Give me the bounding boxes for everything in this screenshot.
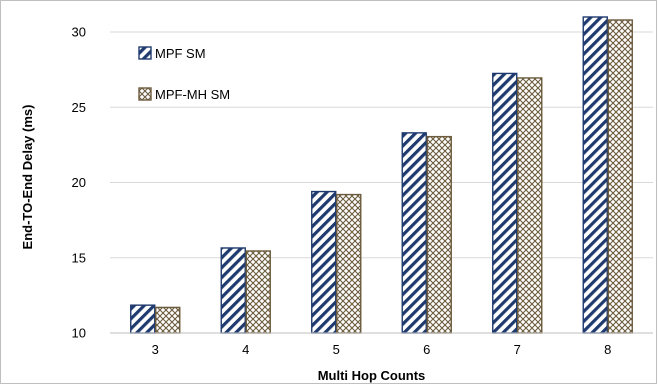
legend-label-mpf-sm: MPF SM (155, 46, 206, 61)
y-tick-label: 10 (72, 326, 86, 341)
bar-mpf-mh-sm-5 (336, 193, 362, 334)
gridlines (110, 31, 653, 259)
legend-label-mpf-mh-sm: MPF-MH SM (155, 87, 230, 102)
bar-mpf-sm-6 (401, 132, 427, 334)
x-tick-label: 6 (423, 342, 430, 357)
bar-mpf-sm-7 (492, 72, 518, 334)
bar-mpf-mh-sm-7 (517, 77, 543, 334)
x-tick-label: 4 (242, 342, 249, 357)
bar-mpf-mh-sm-6 (426, 135, 452, 334)
legend: MPF SM MPF-MH SM (138, 46, 230, 102)
y-tick-label: 25 (72, 100, 86, 115)
x-tick-labels: 3 4 5 6 7 8 (152, 342, 612, 357)
x-tick-label: 5 (333, 342, 340, 357)
x-tick-label: 8 (604, 342, 611, 357)
x-tick-label: 3 (152, 342, 159, 357)
bar-mpf-sm-8 (582, 16, 608, 334)
bar-mpf-sm-4 (220, 247, 246, 334)
y-tick-label: 30 (72, 25, 86, 40)
bar-mpf-mh-sm-4 (245, 250, 271, 334)
legend-swatch-mpf-sm (138, 46, 152, 60)
bars (130, 16, 633, 334)
y-tick-labels: 10 15 20 25 30 (72, 25, 86, 341)
bar-mpf-sm-3 (130, 304, 156, 334)
y-tick-label: 20 (72, 175, 86, 190)
x-tick-label: 7 (514, 342, 521, 357)
bar-mpf-mh-sm-3 (155, 306, 181, 334)
bar-mpf-sm-5 (311, 190, 337, 334)
legend-swatch-mpf-mh-sm (138, 87, 152, 101)
y-tick-label: 15 (72, 250, 86, 265)
bar-mpf-mh-sm-8 (607, 19, 633, 334)
x-axis-title: Multi Hop Counts (318, 368, 426, 383)
y-axis-title: End-TO-End Delay (ms) (20, 105, 35, 250)
